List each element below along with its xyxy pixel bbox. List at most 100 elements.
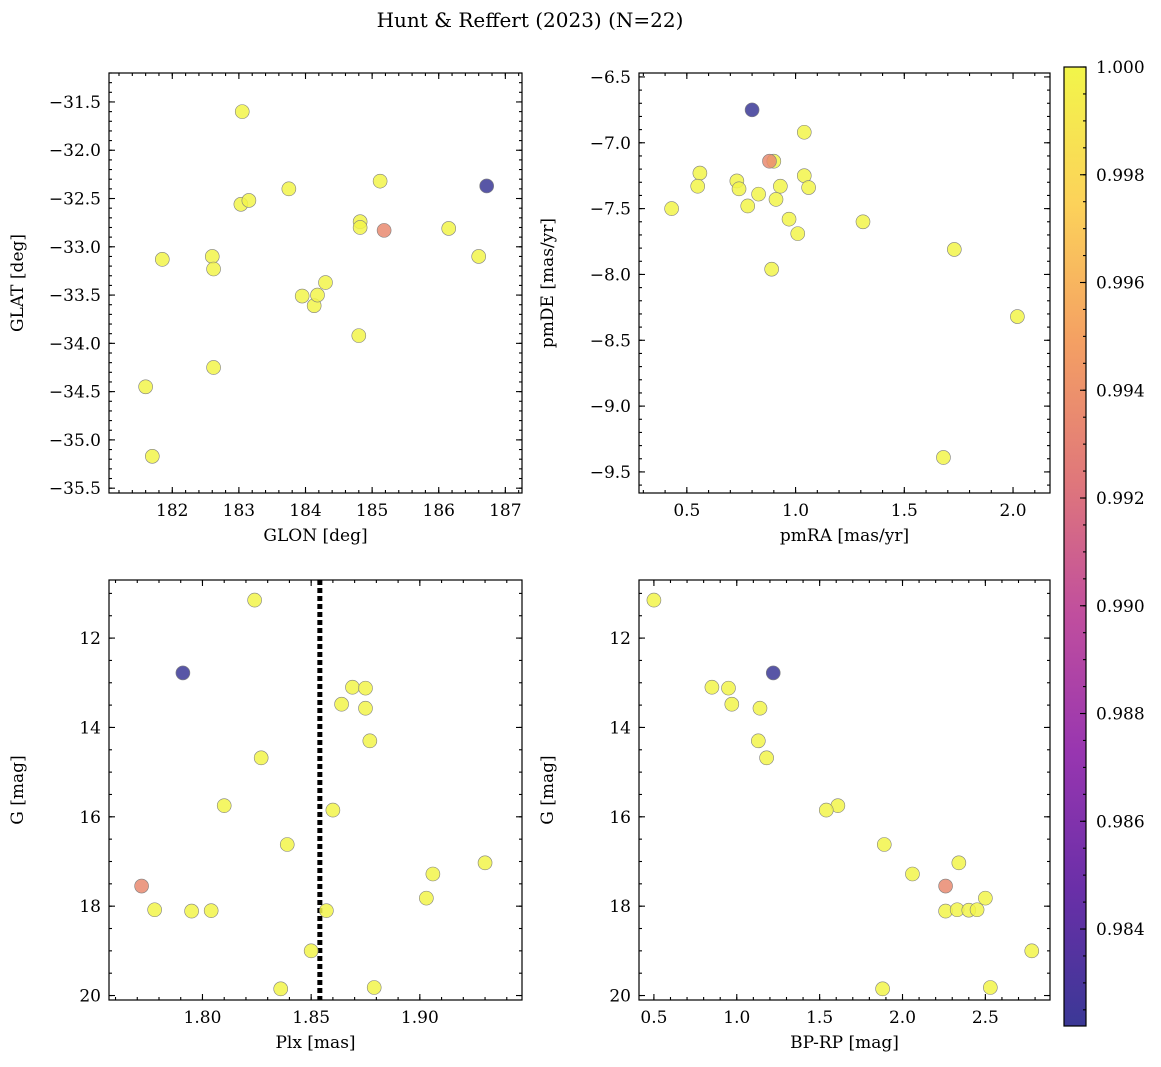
data-point xyxy=(983,980,998,995)
panel-cmd: 0.5 1.0 1.5 2.0 2.5 12 14 16 18 20 BP-RP [mag] G [m… xyxy=(538,579,1051,1053)
x-axis-label: GLON [deg] xyxy=(263,526,367,546)
data-point xyxy=(206,360,221,375)
x-tick-label: 2.0 xyxy=(889,1008,916,1028)
x-tick-label: 0.5 xyxy=(640,1008,667,1028)
x-tick-label: 1.0 xyxy=(782,501,809,521)
data-point xyxy=(704,679,720,695)
data-point xyxy=(477,855,493,871)
y-tick-label: 20 xyxy=(79,987,101,1007)
data-point xyxy=(947,242,962,257)
data-point xyxy=(740,198,756,214)
data-point xyxy=(247,592,262,608)
y-tick-label: 16 xyxy=(79,808,101,828)
figure-title: Hunt & Reffert (2023) (N=22) xyxy=(377,8,684,32)
data-point xyxy=(744,102,760,118)
data-point xyxy=(936,450,951,465)
y-tick-label: −34.0 xyxy=(49,334,101,354)
data-point xyxy=(721,680,736,696)
data-point xyxy=(175,665,191,681)
panel-propermotion: 0.5 1.0 1.5 2.0 −9.5 −9.0 −8.5 −8.0 −7.5 −7.0 −6.5… xyxy=(538,68,1051,546)
data-point xyxy=(1010,309,1025,324)
data-point xyxy=(279,837,295,852)
y-tick-label: −7.5 xyxy=(590,200,631,220)
data-point xyxy=(646,592,662,608)
y-tick-label: −8.5 xyxy=(590,331,631,351)
data-point xyxy=(253,750,269,766)
data-point xyxy=(358,700,373,716)
colorbar: 0.984 0.986 0.988 0.990 0.992 0.994 0.996 0.998… xyxy=(1063,58,1145,1027)
data-point xyxy=(796,124,812,140)
y-tick-label: 12 xyxy=(79,629,101,649)
x-tick-label: 1.5 xyxy=(891,501,918,521)
data-point xyxy=(759,750,774,766)
data-point xyxy=(144,449,160,464)
colorbar-tick-label: 0.996 xyxy=(1096,274,1145,294)
colorbar-tick-label: 0.992 xyxy=(1096,489,1145,509)
y-axis-label: GLAT [deg] xyxy=(8,234,28,332)
data-point xyxy=(419,890,434,906)
data-point xyxy=(376,223,392,238)
data-point xyxy=(281,181,297,197)
y-tick-label: −8.0 xyxy=(590,265,631,285)
y-axis-label: G [mag] xyxy=(538,755,558,824)
y-tick-label: −6.5 xyxy=(590,68,631,88)
data-point xyxy=(1024,943,1040,959)
data-point xyxy=(318,275,333,290)
data-point xyxy=(905,866,920,882)
data-point xyxy=(471,249,487,264)
data-point xyxy=(692,165,708,181)
data-point xyxy=(938,878,953,894)
y-tick-label: −34.5 xyxy=(49,383,101,403)
data-point xyxy=(781,211,797,227)
x-axis-label: BP-RP [mag] xyxy=(790,1033,899,1053)
data-point xyxy=(724,696,740,712)
data-point xyxy=(790,226,806,241)
data-point xyxy=(134,878,149,894)
y-tick-label: 18 xyxy=(609,897,631,917)
colorbar-gradient xyxy=(1064,67,1086,1026)
data-point xyxy=(203,903,219,918)
data-point xyxy=(951,855,967,871)
data-point xyxy=(818,802,834,818)
data-point xyxy=(241,193,257,208)
data-point xyxy=(751,733,766,749)
colorbar-tick-label: 0.990 xyxy=(1096,597,1145,617)
data-point xyxy=(765,665,781,681)
y-tick-label: 16 xyxy=(609,808,631,828)
axes-frame xyxy=(108,72,523,494)
panel-galactic: 182 183 184 185 186 187 −35.5 −35.0 −34.5 −34.0 −3… xyxy=(8,72,523,546)
data-point xyxy=(362,733,378,749)
data-point xyxy=(773,178,788,194)
y-tick-label: −9.5 xyxy=(590,463,631,483)
data-point xyxy=(234,104,250,119)
y-tick-label: −33.5 xyxy=(49,286,101,306)
colorbar-tick-label: 0.994 xyxy=(1096,381,1145,401)
data-point xyxy=(345,679,360,695)
data-point xyxy=(352,220,368,235)
x-tick-label: 2.5 xyxy=(972,1008,999,1028)
x-tick-label: 184 xyxy=(289,501,321,521)
x-tick-label: 183 xyxy=(223,501,255,521)
data-point xyxy=(351,328,367,343)
data-point xyxy=(751,186,766,202)
data-point xyxy=(325,802,341,818)
x-tick-label: 1.90 xyxy=(401,1008,439,1028)
x-tick-label: 1.5 xyxy=(806,1008,833,1028)
y-tick-label: −32.0 xyxy=(49,141,101,161)
x-tick-label: 1.0 xyxy=(723,1008,750,1028)
data-point xyxy=(216,798,232,813)
y-tick-label: −31.5 xyxy=(49,93,101,113)
data-point xyxy=(731,181,747,197)
data-point xyxy=(690,178,706,194)
y-tick-label: −35.0 xyxy=(49,431,101,451)
x-axis-label: pmRA [mas/yr] xyxy=(780,526,909,546)
x-tick-label: 1.85 xyxy=(292,1008,330,1028)
data-point xyxy=(319,903,334,918)
y-tick-label: −35.5 xyxy=(49,479,101,499)
x-axis-label: Plx [mas] xyxy=(275,1033,355,1053)
data-point xyxy=(762,153,777,169)
data-point xyxy=(425,866,441,882)
data-point xyxy=(978,890,993,906)
y-tick-label: −7.0 xyxy=(590,134,631,154)
